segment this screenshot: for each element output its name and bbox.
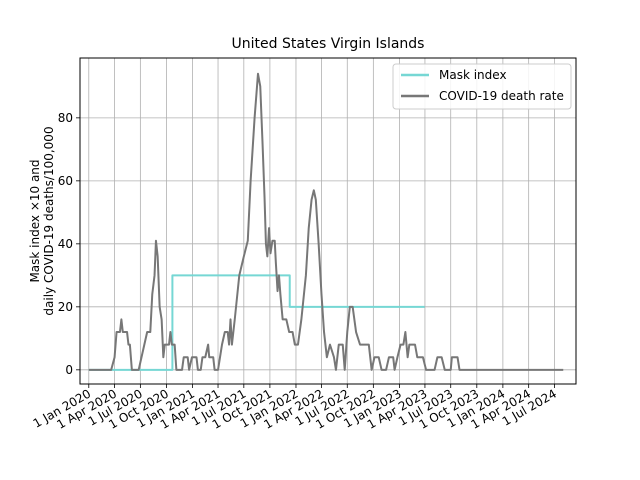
chart-title: United States Virgin Islands	[232, 36, 425, 52]
y-axis-label-line1: Mask index ×10 and	[28, 159, 42, 282]
legend-box	[392, 63, 572, 110]
legend-label-death-rate: COVID-19 death rate	[439, 89, 564, 103]
y-tick-label: 40	[58, 237, 73, 251]
plot-area-series	[88, 72, 564, 371]
legend: Mask index COVID-19 death rate	[392, 63, 572, 110]
series-line-covid-19-death-rate	[88, 72, 564, 371]
y-tick-label: 60	[58, 174, 73, 188]
legend-label-mask-index: Mask index	[439, 68, 507, 82]
plot-frame	[79, 57, 577, 385]
y-axis-label-line2: daily COVID-19 deaths/100,000	[42, 126, 56, 315]
y-tick-label: 0	[65, 363, 73, 377]
y-tick-label: 20	[58, 300, 73, 314]
series-line-mask-index	[88, 274, 425, 371]
y-tick-label: 80	[58, 111, 73, 125]
